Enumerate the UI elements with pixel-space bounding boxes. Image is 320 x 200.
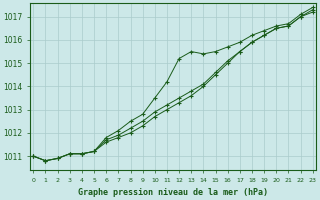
- X-axis label: Graphe pression niveau de la mer (hPa): Graphe pression niveau de la mer (hPa): [78, 188, 268, 197]
